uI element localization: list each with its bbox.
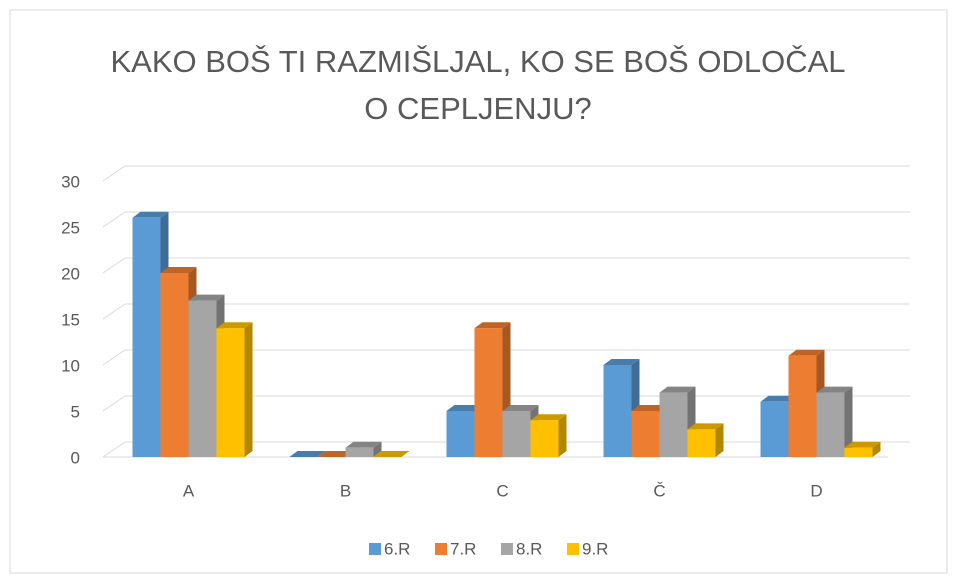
bar	[345, 447, 374, 457]
grid-line-side	[102, 349, 126, 366]
y-tick-label: 5	[71, 402, 80, 421]
bar-top	[446, 405, 483, 411]
bar-side	[244, 322, 253, 457]
bar-side	[373, 441, 382, 457]
legend-label: 8.R	[516, 539, 542, 558]
grid-line-side	[102, 165, 126, 182]
y-tick-label: 15	[61, 310, 80, 329]
bar-top	[474, 322, 511, 329]
bar-top	[502, 405, 539, 411]
x-tick-label: D	[810, 481, 822, 500]
x-tick-label: C	[496, 481, 508, 500]
bar-top	[760, 395, 797, 402]
bar-side	[715, 423, 724, 457]
bar-top	[530, 414, 567, 421]
bar	[631, 411, 660, 457]
bar-top	[816, 386, 853, 393]
bar-top	[216, 322, 253, 329]
bar	[188, 300, 217, 457]
y-tick-label: 30	[61, 172, 80, 191]
grid-line-side	[102, 441, 126, 458]
bar-top	[373, 451, 410, 457]
grid-line-side	[102, 211, 126, 228]
bar	[216, 328, 245, 457]
y-tick-label: 25	[61, 218, 80, 237]
bar-top	[659, 386, 696, 393]
bar-top	[160, 267, 197, 273]
bar-top	[289, 451, 326, 457]
bar-side	[844, 386, 853, 457]
bar-top	[631, 405, 668, 411]
bar	[687, 429, 716, 457]
legend-swatch	[501, 543, 513, 555]
bar-top	[788, 349, 825, 356]
bar	[160, 273, 189, 457]
bar	[844, 447, 873, 457]
chart-title: KAKO BOŠ TI RAZMIŠLJAL, KO SE BOŠ ODLOČA…	[110, 44, 846, 126]
x-tick-label: A	[183, 481, 195, 500]
bar	[474, 328, 503, 457]
x-tick-label: B	[340, 481, 351, 500]
y-tick-label: 10	[61, 356, 80, 375]
bar-top	[844, 441, 881, 448]
bar-top	[603, 359, 640, 365]
y-tick-label: 0	[71, 448, 80, 467]
bar	[446, 411, 475, 457]
bar-top	[687, 423, 724, 430]
bar-top	[345, 441, 382, 448]
bar	[603, 365, 632, 457]
bar-side	[872, 441, 881, 457]
legend-swatch	[567, 543, 579, 555]
bar	[659, 392, 688, 457]
grid-line-side	[102, 257, 126, 274]
y-tick-label: 20	[61, 264, 80, 283]
bar-top	[317, 451, 354, 457]
bar	[788, 355, 817, 457]
bar-top	[132, 211, 169, 218]
bar-side	[558, 414, 567, 457]
grid-line-side	[102, 303, 126, 320]
legend-label: 9.R	[582, 539, 608, 558]
legend-label: 7.R	[450, 539, 476, 558]
bar	[132, 217, 161, 457]
bar	[816, 392, 845, 457]
bar	[760, 401, 789, 457]
legend-swatch	[435, 543, 447, 555]
x-tick-label: Č	[653, 481, 665, 500]
bar	[502, 411, 531, 457]
legend-label: 6.R	[384, 539, 410, 558]
legend-swatch	[369, 543, 381, 555]
bar-top	[188, 294, 225, 301]
bar	[530, 420, 559, 457]
grid-line-side	[102, 395, 126, 412]
